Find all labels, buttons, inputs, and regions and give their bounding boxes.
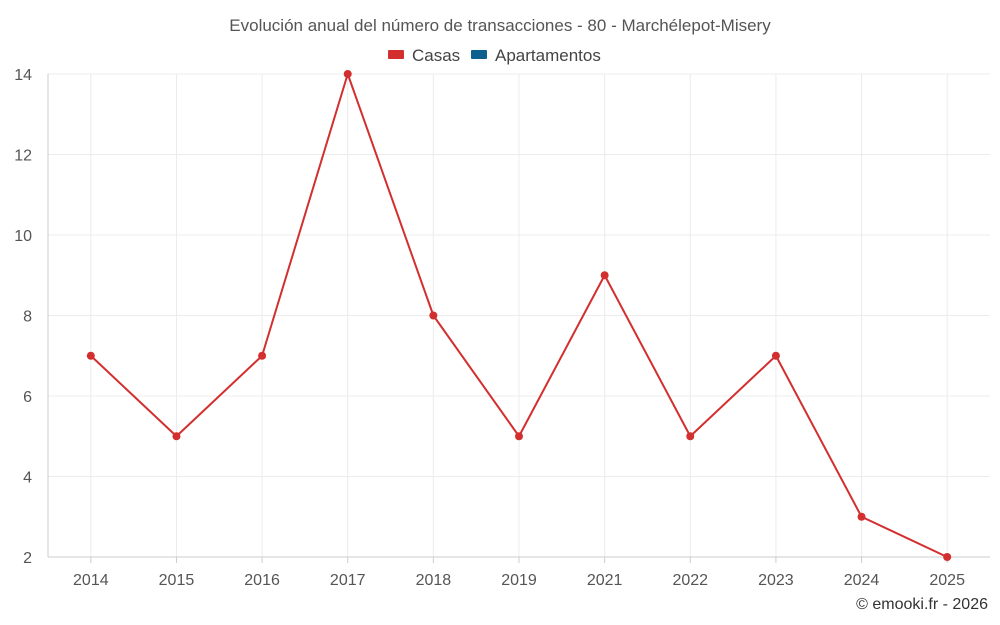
legend-label-casas[interactable]: Casas [412, 46, 460, 65]
x-tick-label: 2021 [587, 572, 623, 589]
legend-swatch-apartamentos[interactable] [471, 50, 487, 59]
y-tick-label: 6 [23, 389, 32, 406]
data-point-casas[interactable] [686, 432, 695, 441]
y-tick-label: 2 [23, 550, 32, 567]
data-point-casas[interactable] [943, 553, 952, 561]
chart-title: Evolución anual del número de transaccio… [229, 16, 771, 35]
y-tick-label: 4 [23, 470, 32, 487]
y-tick-label: 10 [14, 228, 32, 245]
data-point-casas[interactable] [600, 271, 609, 280]
legend-label-apartamentos[interactable]: Apartamentos [495, 46, 601, 65]
legend: Casas Apartamentos [388, 46, 601, 65]
data-point-casas[interactable] [172, 432, 181, 441]
data-point-casas[interactable] [86, 351, 95, 360]
y-tick-label: 8 [23, 309, 32, 326]
data-point-casas[interactable] [515, 432, 523, 441]
legend-swatch-casas[interactable] [388, 50, 404, 59]
y-tick-label: 14 [14, 67, 32, 84]
data-point-casas[interactable] [343, 70, 352, 78]
x-tick-label: 2023 [758, 572, 794, 589]
x-tick-label: 2014 [73, 572, 109, 589]
data-point-casas[interactable] [429, 311, 438, 320]
x-tick-label: 2018 [416, 572, 452, 589]
credit-text: © emooki.fr - 2026 [856, 596, 988, 613]
series [86, 70, 952, 561]
x-tick-label: 2025 [929, 572, 965, 589]
data-point-casas[interactable] [771, 351, 780, 360]
tick-labels: 2 4 6 8 10 12 14 2014 2015 2016 2017 2018 2019 2021 20… [14, 67, 965, 589]
x-tick-label: 2017 [330, 572, 366, 589]
grid [48, 73, 990, 558]
x-tick-label: 2016 [244, 572, 280, 589]
data-point-casas[interactable] [258, 351, 267, 360]
x-tick-label: 2019 [501, 572, 537, 589]
x-tick-label: 2022 [672, 572, 708, 589]
x-tick-label: 2024 [844, 572, 880, 589]
axes [47, 74, 990, 563]
x-tick-label: 2015 [159, 572, 195, 589]
data-point-casas[interactable] [857, 512, 866, 521]
y-tick-label: 12 [14, 148, 32, 165]
